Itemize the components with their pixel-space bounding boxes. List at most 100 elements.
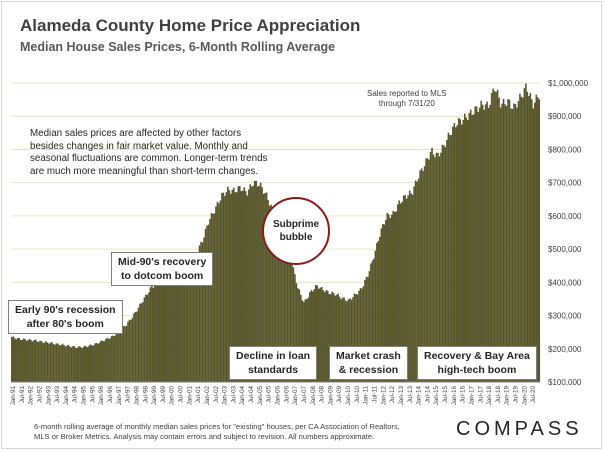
- price-bar: [301, 300, 303, 382]
- price-bar: [341, 297, 344, 382]
- price-bar: [525, 83, 527, 382]
- price-bar: [511, 108, 514, 382]
- price-bar: [414, 180, 417, 382]
- price-bar: [104, 339, 107, 382]
- x-tick-label: Jan-10: [345, 386, 352, 406]
- price-bar: [204, 228, 207, 382]
- price-bar: [237, 186, 239, 382]
- price-bar: [146, 294, 149, 382]
- price-bar: [186, 267, 189, 382]
- price-bar: [113, 336, 116, 382]
- price-bar: [304, 299, 306, 382]
- price-bar: [417, 178, 420, 382]
- price-bar: [33, 340, 35, 382]
- price-bar: [446, 139, 448, 382]
- price-bar: [36, 341, 38, 382]
- price-bar: [383, 224, 385, 382]
- price-bar: [252, 185, 254, 382]
- price-bar: [91, 345, 93, 382]
- price-bar: [155, 282, 157, 382]
- price-bar: [484, 104, 487, 382]
- price-bar: [362, 286, 365, 382]
- price-bar: [142, 302, 144, 382]
- x-tick-label: Jul-18: [495, 386, 502, 404]
- price-bar: [435, 152, 438, 382]
- price-bar: [210, 213, 213, 382]
- price-bar: [39, 340, 41, 382]
- mid90s-line2: to dotcom boom: [121, 270, 204, 282]
- price-bar: [170, 281, 172, 382]
- price-bar: [115, 334, 117, 382]
- x-tick-label: Jul-16: [460, 386, 467, 404]
- price-bar: [234, 192, 236, 382]
- price-bar: [212, 213, 214, 382]
- recovery-tech-boom-label: Recovery & Bay Area high-tech boom: [417, 346, 537, 380]
- price-bar: [314, 284, 317, 382]
- x-tick-label: Jul-94: [72, 386, 79, 404]
- price-bar: [490, 93, 493, 382]
- x-tick-label: Jan-97: [116, 386, 123, 406]
- x-tick-label: Jan-96: [98, 386, 105, 406]
- x-tick-label: Jan-09: [327, 386, 334, 406]
- price-bar: [477, 111, 479, 383]
- y-tick-label: $1,000,000: [548, 79, 589, 88]
- price-bar: [331, 291, 333, 382]
- x-tick-label: Jul-20: [530, 386, 537, 404]
- price-bar: [116, 331, 119, 382]
- price-bar: [475, 106, 478, 382]
- price-bar: [376, 242, 378, 382]
- price-bar: [227, 186, 229, 382]
- price-bar: [319, 287, 321, 382]
- price-bar: [79, 346, 81, 382]
- price-bar: [176, 277, 178, 382]
- price-bar: [143, 297, 146, 382]
- price-bar: [130, 319, 132, 382]
- price-bar: [255, 180, 257, 382]
- price-bar: [30, 340, 32, 382]
- price-bar: [516, 107, 518, 383]
- price-bar: [70, 347, 73, 382]
- price-bar: [416, 181, 418, 382]
- price-bar: [349, 298, 351, 382]
- price-bar: [16, 338, 19, 382]
- compass-logo: COMPASS: [456, 418, 583, 440]
- price-bar: [256, 186, 259, 382]
- price-bar: [453, 123, 455, 383]
- price-bar: [262, 193, 265, 382]
- y-tick-label: $100,000: [548, 378, 582, 387]
- disclaimer-note: Median sales prices are affected by othe…: [30, 128, 268, 177]
- price-bar: [207, 224, 210, 382]
- price-bar: [404, 195, 406, 382]
- x-tick-label: Jul-14: [424, 386, 431, 404]
- price-bar: [388, 214, 390, 382]
- price-bar: [432, 154, 435, 382]
- price-bar: [213, 213, 216, 382]
- price-bar: [131, 317, 134, 382]
- price-bar: [81, 348, 83, 382]
- price-bar: [125, 325, 128, 382]
- price-bar: [310, 290, 312, 382]
- price-bar: [88, 345, 90, 382]
- price-bar: [492, 88, 494, 383]
- x-tick-label: Jul-10: [354, 386, 361, 404]
- price-bar: [282, 235, 284, 382]
- price-bar: [24, 339, 26, 382]
- decline-line1: Decline in loan: [236, 350, 311, 362]
- y-tick-label: $500,000: [548, 245, 582, 254]
- decline-line2: standards: [247, 364, 299, 376]
- price-bar: [393, 211, 396, 382]
- price-bar: [19, 339, 22, 382]
- price-bar: [317, 288, 320, 382]
- price-bar: [219, 200, 222, 382]
- price-bar: [461, 124, 463, 382]
- price-bar: [320, 286, 323, 382]
- price-bar: [423, 166, 426, 382]
- x-tick-label: Jan-02: [204, 386, 211, 406]
- price-bar: [195, 253, 198, 382]
- price-bar: [128, 319, 131, 382]
- price-bar: [134, 311, 137, 382]
- price-bar: [300, 294, 302, 382]
- x-tick-label: Jul-93: [54, 386, 61, 404]
- early-90s-recession-label: Early 90's recession after 80's boom: [8, 300, 123, 334]
- price-bar: [225, 192, 227, 382]
